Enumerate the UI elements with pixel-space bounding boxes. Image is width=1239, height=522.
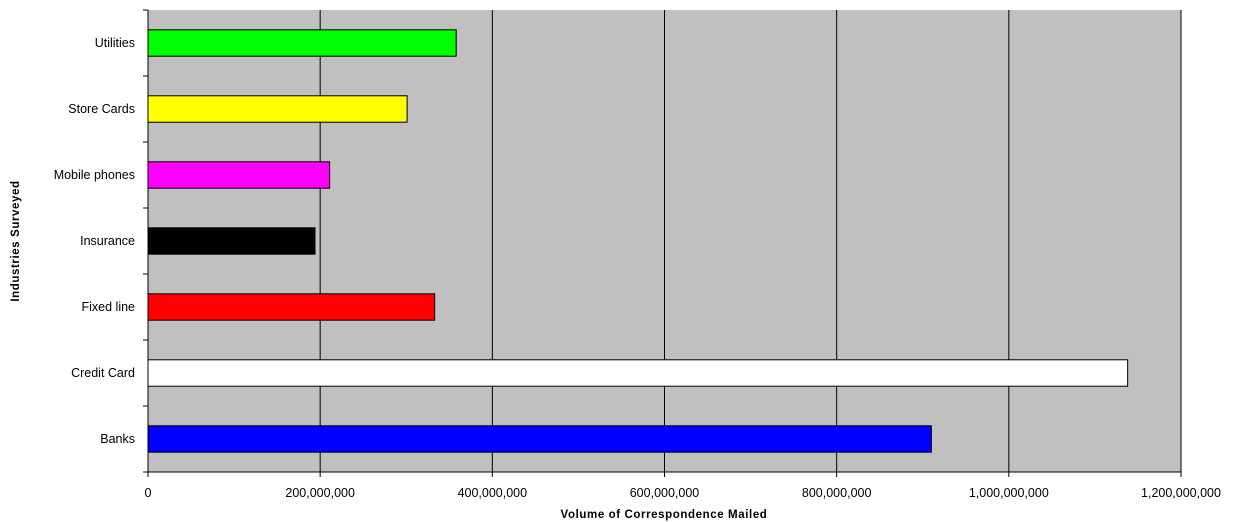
x-tick-labels: 0 200,000,000 400,000,000 600,000,000 800,00… (145, 486, 1221, 500)
bar (147, 359, 1129, 387)
y-tick-label: Fixed line (82, 300, 136, 314)
x-tick-label: 400,000,000 (458, 486, 528, 500)
y-tick-label: Banks (100, 432, 135, 446)
bar (147, 425, 932, 453)
y-tick-labels: Utilities Store Cards Mobile phones Insuran… (54, 36, 135, 446)
x-tick-label: 0 (145, 486, 152, 500)
x-tick-label: 800,000,000 (802, 486, 872, 500)
bar (147, 293, 436, 321)
bar (147, 95, 408, 123)
y-tick-label: Credit Card (71, 366, 135, 380)
bars (147, 29, 1129, 453)
gridlines (319, 10, 1182, 472)
y-tick-label: Insurance (80, 234, 135, 248)
x-tick-label: 600,000,000 (630, 486, 700, 500)
x-ticks (147, 472, 1182, 477)
x-tick-label: 200,000,000 (285, 486, 355, 500)
x-tick-label: 1,000,000,000 (969, 486, 1049, 500)
y-ticks (143, 9, 148, 473)
y-axis-title: Industries Surveyed (10, 180, 22, 301)
y-tick-label: Utilities (95, 36, 135, 50)
bar (147, 227, 316, 255)
x-axis-title: Volume of Correspondence Mailed (561, 509, 768, 521)
y-tick-label: Store Cards (68, 102, 135, 116)
y-tick-label: Mobile phones (54, 168, 135, 182)
bar (147, 29, 457, 57)
x-tick-label: 1,200,000,000 (1141, 486, 1221, 500)
bar (147, 161, 331, 189)
